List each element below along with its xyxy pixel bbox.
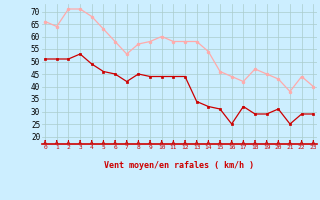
X-axis label: Vent moyen/en rafales ( km/h ): Vent moyen/en rafales ( km/h ): [104, 161, 254, 170]
